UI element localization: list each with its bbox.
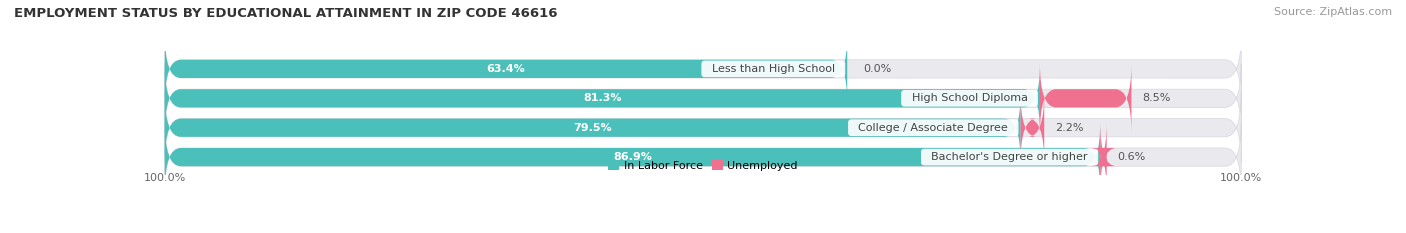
Text: 86.9%: 86.9%	[613, 152, 652, 162]
FancyBboxPatch shape	[165, 34, 848, 104]
Text: 81.3%: 81.3%	[583, 93, 621, 103]
Text: 2.2%: 2.2%	[1054, 123, 1084, 133]
Text: 79.5%: 79.5%	[574, 123, 612, 133]
Text: 100.0%: 100.0%	[143, 173, 186, 183]
Legend: In Labor Force, Unemployed: In Labor Force, Unemployed	[603, 156, 803, 175]
Text: Less than High School: Less than High School	[704, 64, 842, 74]
FancyBboxPatch shape	[165, 93, 1021, 163]
Text: Source: ZipAtlas.com: Source: ZipAtlas.com	[1274, 7, 1392, 17]
Text: College / Associate Degree: College / Associate Degree	[852, 123, 1015, 133]
Text: 8.5%: 8.5%	[1142, 93, 1171, 103]
FancyBboxPatch shape	[1021, 93, 1045, 163]
Text: 0.6%: 0.6%	[1118, 152, 1146, 162]
FancyBboxPatch shape	[165, 34, 1241, 104]
Text: Bachelor's Degree or higher: Bachelor's Degree or higher	[924, 152, 1095, 162]
Text: EMPLOYMENT STATUS BY EDUCATIONAL ATTAINMENT IN ZIP CODE 46616: EMPLOYMENT STATUS BY EDUCATIONAL ATTAINM…	[14, 7, 558, 20]
FancyBboxPatch shape	[1040, 63, 1132, 133]
Text: 0.0%: 0.0%	[863, 64, 891, 74]
FancyBboxPatch shape	[165, 122, 1101, 192]
FancyBboxPatch shape	[1091, 122, 1116, 192]
Text: 100.0%: 100.0%	[1220, 173, 1263, 183]
Text: 63.4%: 63.4%	[486, 64, 526, 74]
FancyBboxPatch shape	[165, 122, 1241, 192]
FancyBboxPatch shape	[165, 63, 1241, 133]
Text: High School Diploma: High School Diploma	[904, 93, 1035, 103]
FancyBboxPatch shape	[165, 63, 1040, 133]
FancyBboxPatch shape	[165, 93, 1241, 163]
